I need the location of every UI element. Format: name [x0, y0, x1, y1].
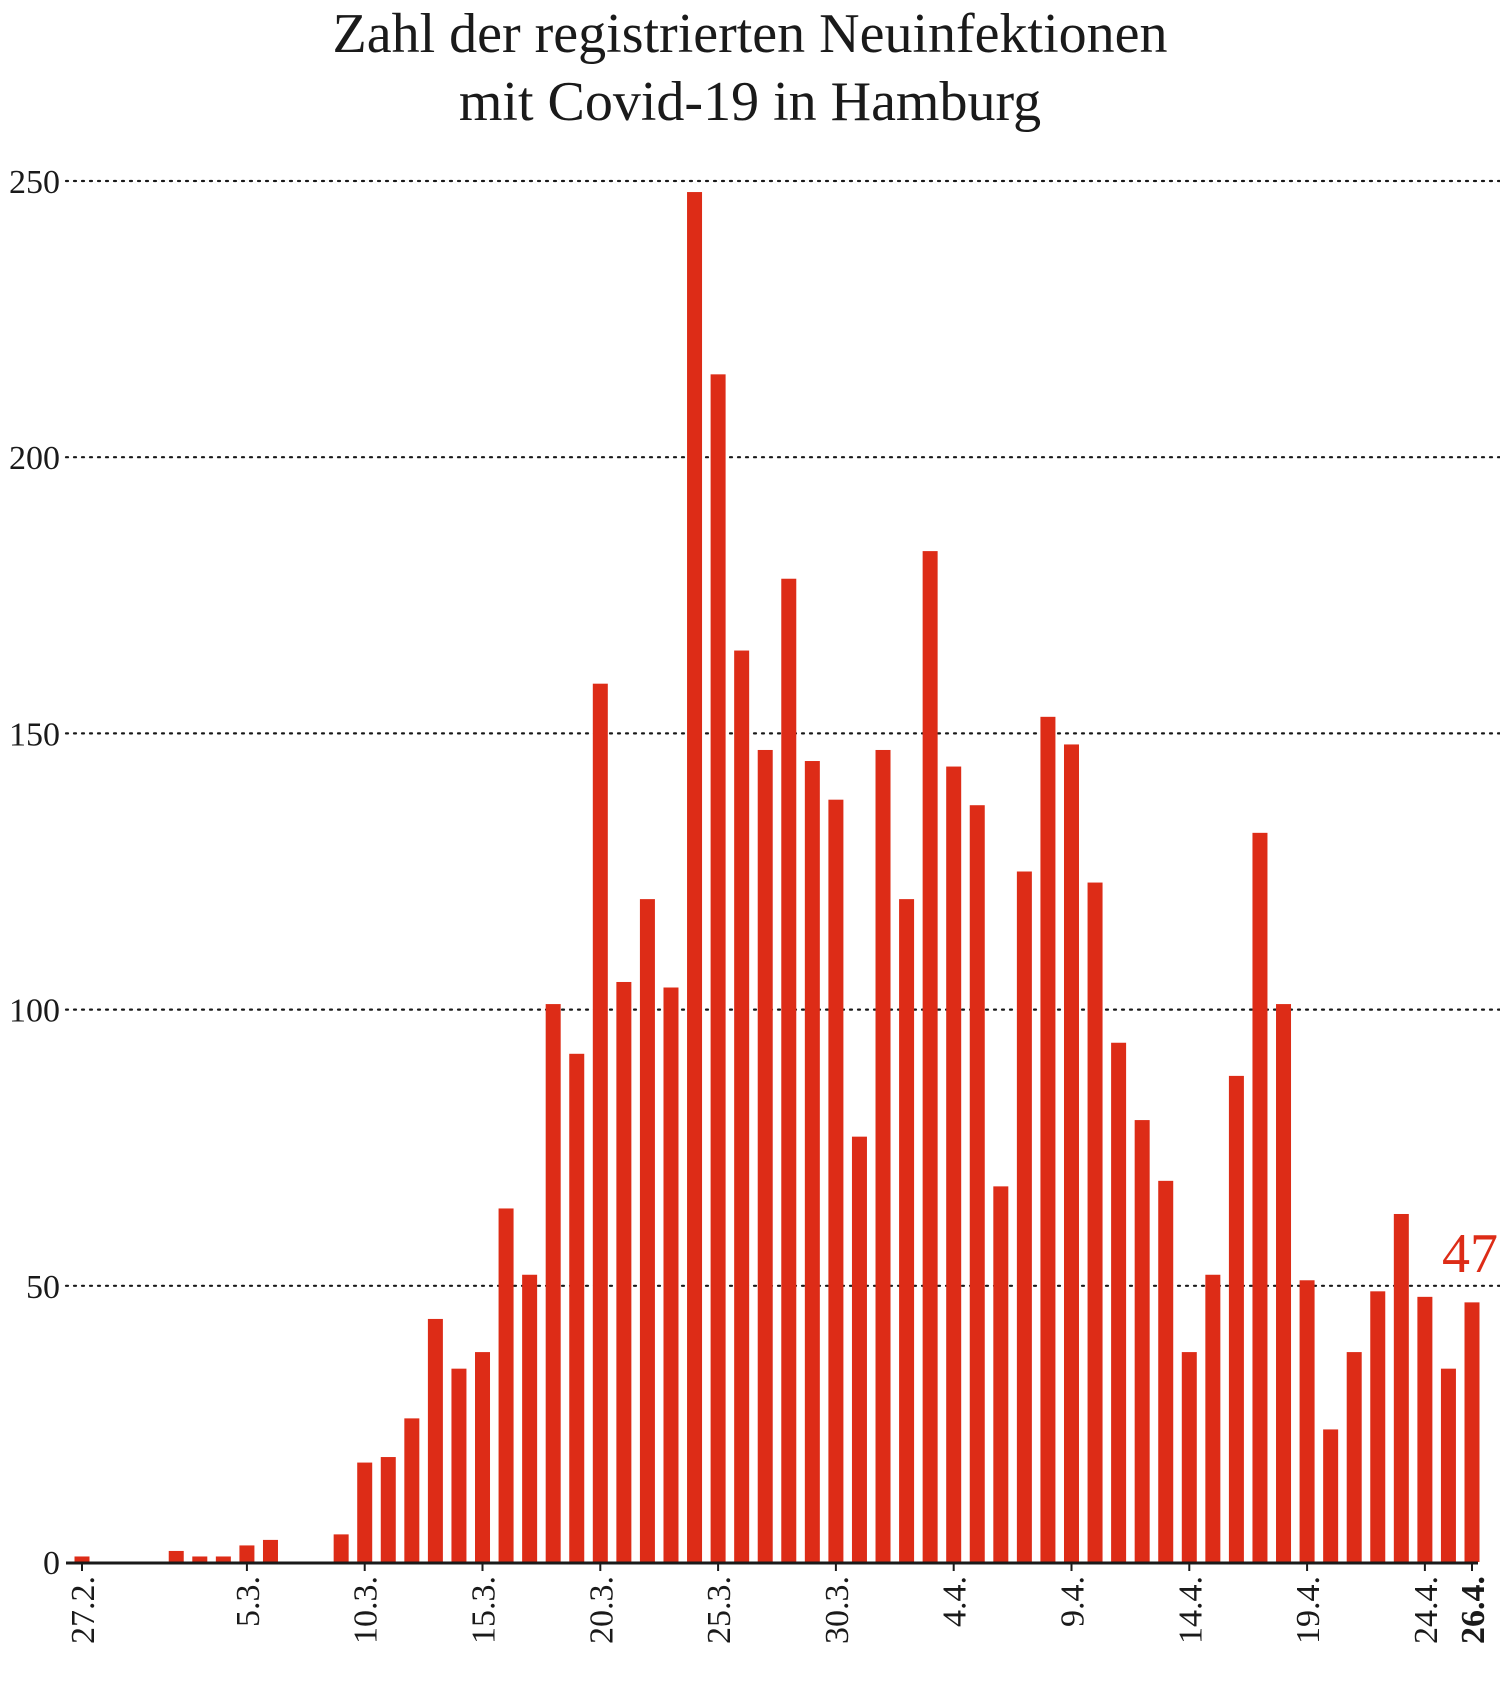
x-tick-label: 4.4. — [937, 1576, 974, 1627]
bar-15.4. — [1205, 1274, 1221, 1562]
bar-21.3. — [616, 981, 632, 1562]
bar-14.3. — [451, 1368, 467, 1562]
x-tick-label: 27.2. — [65, 1576, 102, 1644]
bar-18.3. — [545, 1004, 561, 1562]
y-tick-label: 0 — [43, 1545, 60, 1582]
bar-10.3. — [357, 1462, 373, 1562]
bar-24.3. — [687, 192, 703, 1563]
bar-3.3. — [192, 1556, 208, 1562]
bar-30.3. — [828, 799, 844, 1562]
bar-6.3. — [262, 1539, 278, 1562]
x-tick-label: 14.4. — [1172, 1576, 1209, 1644]
bar-23.4. — [1393, 1213, 1409, 1562]
bar-21.4. — [1346, 1352, 1362, 1562]
bar-26.4. — [1464, 1302, 1480, 1562]
x-tick-label: 19.4. — [1290, 1576, 1327, 1644]
bar-1.4. — [875, 749, 891, 1562]
bar-12.3. — [404, 1418, 420, 1562]
bar-26.3. — [734, 650, 750, 1562]
bar-23.3. — [663, 987, 679, 1562]
bar-12.4. — [1134, 1120, 1150, 1562]
x-tick-label: 26.4. — [1455, 1576, 1492, 1644]
bar-3.4. — [922, 551, 938, 1562]
bar-5.4. — [969, 805, 985, 1562]
y-tick-label: 150 — [9, 716, 60, 753]
bar-20.4. — [1323, 1429, 1339, 1562]
y-tick-label: 200 — [9, 440, 60, 477]
bar-14.4. — [1181, 1352, 1197, 1562]
bar-20.3. — [592, 683, 608, 1562]
bar-22.4. — [1370, 1291, 1386, 1562]
bar-22.3. — [639, 899, 655, 1562]
x-tick-label: 20.3. — [583, 1576, 620, 1644]
bar-27.3. — [757, 749, 773, 1562]
bar-4.4. — [946, 766, 962, 1562]
x-tick-label: 9.4. — [1054, 1576, 1091, 1627]
bar-16.4. — [1228, 1075, 1244, 1562]
bar-11.3. — [380, 1457, 396, 1562]
bar-2.3. — [168, 1550, 184, 1562]
chart-title-line-1: Zahl der registrierten Neuinfektionen — [332, 3, 1168, 65]
bar-13.3. — [427, 1318, 443, 1562]
chart-title-line-2: mit Covid-19 in Hamburg — [458, 71, 1042, 133]
bar-17.4. — [1252, 832, 1268, 1562]
y-tick-label: 100 — [9, 993, 60, 1030]
bar-25.3. — [710, 374, 726, 1563]
bar-2.4. — [899, 899, 915, 1562]
bar-7.4. — [1016, 871, 1032, 1562]
value-annotation: 47 — [1442, 1223, 1498, 1285]
bar-9.4. — [1063, 744, 1079, 1562]
x-tick-label: 10.3. — [348, 1576, 385, 1644]
bar-11.4. — [1111, 1042, 1127, 1562]
x-tick-label: 30.3. — [819, 1576, 856, 1644]
y-tick-label: 250 — [9, 164, 60, 201]
bar-8.4. — [1040, 716, 1056, 1562]
y-tick-label: 50 — [26, 1269, 60, 1306]
bar-19.4. — [1299, 1280, 1315, 1562]
bar-6.4. — [993, 1186, 1009, 1562]
bar-19.3. — [569, 1053, 585, 1562]
bar-13.4. — [1158, 1180, 1174, 1562]
bar-5.3. — [239, 1545, 255, 1562]
bar-18.4. — [1276, 1004, 1292, 1562]
bar-31.3. — [851, 1136, 867, 1562]
bar-27.2. — [74, 1556, 90, 1562]
bar-15.3. — [475, 1352, 491, 1562]
x-tick-label: 24.4. — [1408, 1576, 1445, 1644]
bar-16.3. — [498, 1208, 514, 1562]
bar-17.3. — [522, 1274, 538, 1562]
bar-10.4. — [1087, 882, 1103, 1562]
bar-4.3. — [215, 1556, 231, 1562]
bar-29.3. — [804, 761, 820, 1562]
x-tick-label: 5.3. — [230, 1576, 267, 1627]
bar-9.3. — [333, 1534, 349, 1562]
x-tick-label: 25.3. — [701, 1576, 738, 1644]
bar-25.4. — [1440, 1368, 1456, 1562]
bar-28.3. — [781, 578, 797, 1562]
bar-24.4. — [1417, 1296, 1433, 1562]
x-tick-label: 15.3. — [466, 1576, 503, 1644]
